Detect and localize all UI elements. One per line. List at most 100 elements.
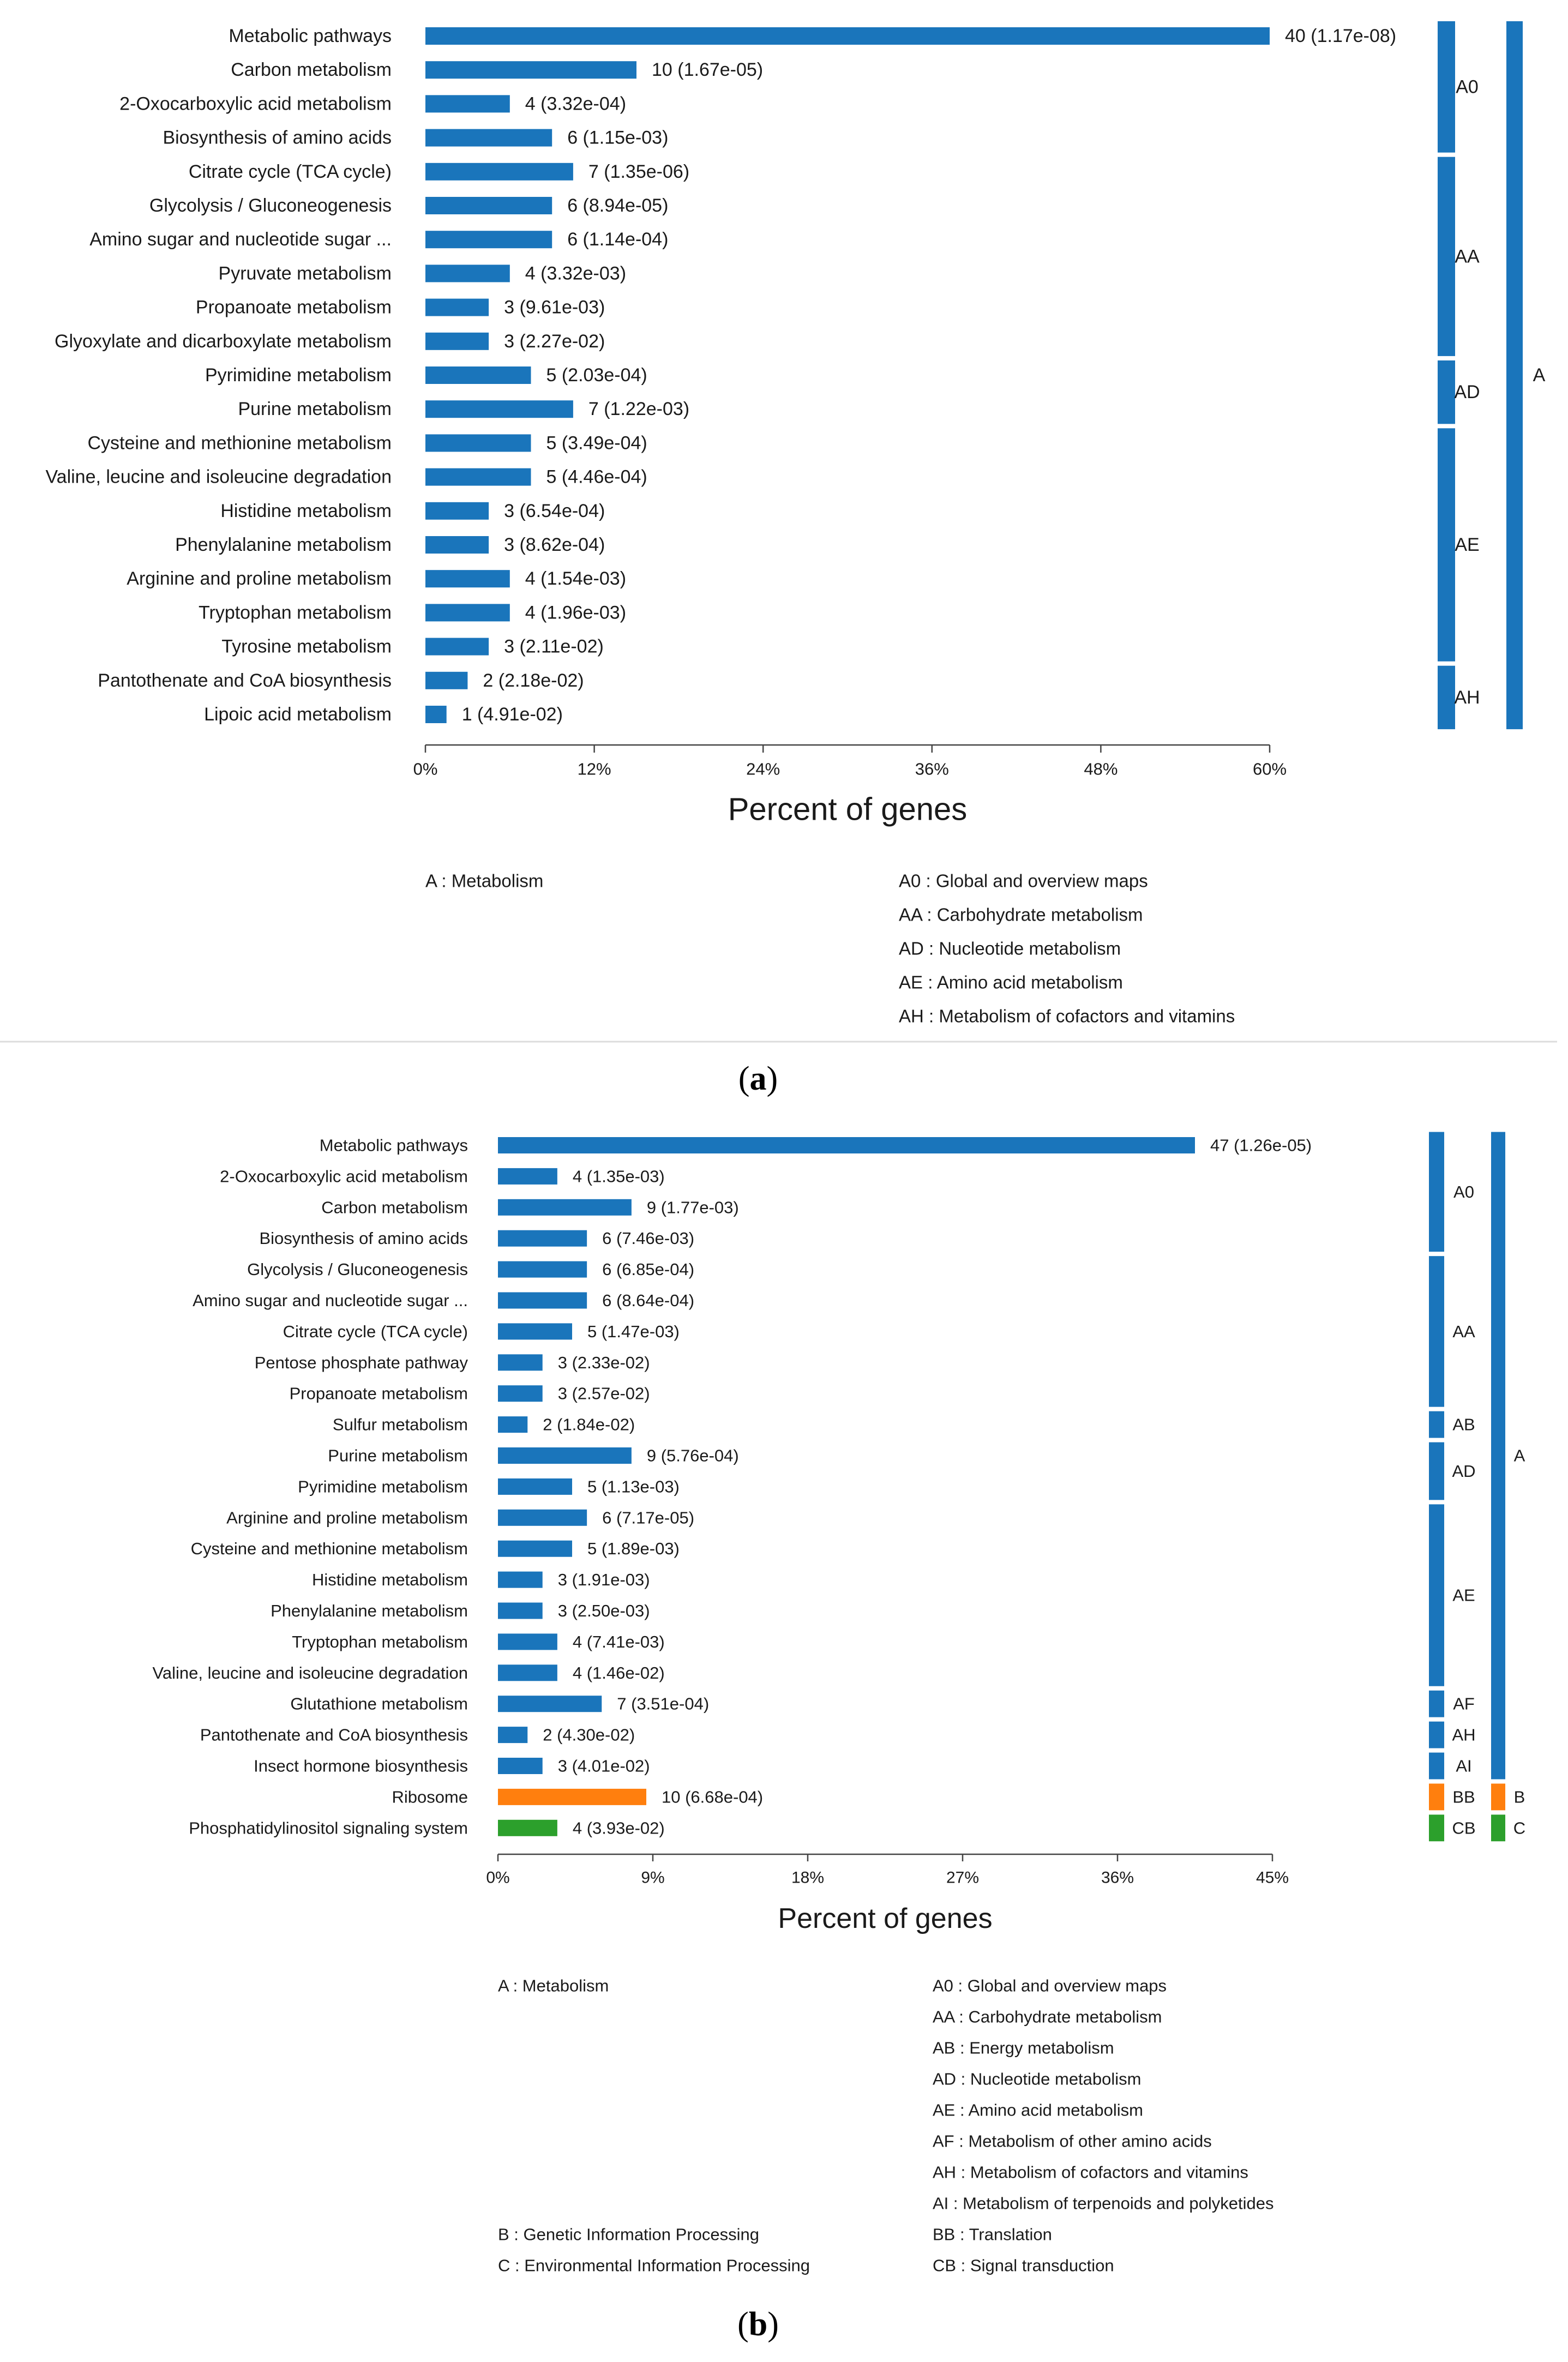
bar — [498, 1758, 543, 1774]
subcategory-bar — [1429, 1783, 1444, 1811]
legend-subcategory-entry: CB : Signal transduction — [933, 2256, 1114, 2275]
legend-subcategory-entry: AD : Nucleotide metabolism — [899, 939, 1121, 959]
bar-value-label: 7 (3.51e-04) — [617, 1694, 709, 1714]
category-label: Amino sugar and nucleotide sugar ... — [89, 229, 392, 250]
legend-subcategory-entry: A0 : Global and overview maps — [899, 871, 1148, 891]
category-label: Glycolysis / Gluconeogenesis — [247, 1260, 468, 1279]
subcategory-bar — [1438, 665, 1455, 730]
bar-value-label: 7 (1.22e-03) — [588, 399, 689, 419]
bar-value-label: 6 (1.14e-04) — [567, 229, 668, 250]
bar — [425, 298, 489, 316]
x-tick-label: 0% — [486, 1869, 509, 1887]
bar-value-label: 6 (8.94e-05) — [567, 195, 668, 216]
category-label: Pentose phosphate pathway — [255, 1353, 468, 1372]
subcategory-bar — [1429, 1256, 1444, 1407]
bar — [425, 570, 510, 588]
bar — [425, 536, 489, 554]
bar-value-label: 3 (6.54e-04) — [504, 501, 605, 521]
category-label: Metabolic pathways — [229, 26, 392, 46]
bar-value-label: 6 (7.46e-03) — [602, 1229, 694, 1248]
bar-value-label: 3 (2.11e-02) — [504, 636, 604, 657]
bar — [498, 1696, 602, 1712]
bar — [498, 1540, 573, 1557]
subcategory-bar — [1429, 1442, 1444, 1500]
bar — [498, 1727, 528, 1744]
category-label: Biosynthesis of amino acids — [259, 1229, 468, 1248]
category-label: Pantothenate and CoA biosynthesis — [200, 1726, 468, 1745]
bar-value-label: 3 (2.57e-02) — [558, 1384, 650, 1403]
bar — [498, 1788, 647, 1805]
category-label: Phenylalanine metabolism — [175, 534, 392, 555]
bar-value-label: 6 (1.15e-03) — [567, 128, 668, 148]
bar-value-label: 4 (1.35e-03) — [573, 1167, 665, 1186]
panel-label: (a) — [738, 1060, 778, 1097]
bar-value-label: 40 (1.17e-08) — [1285, 26, 1396, 46]
subcategory-code: A0 — [1456, 76, 1479, 97]
subcategory-code: BB — [1452, 1787, 1475, 1806]
x-tick-label: 36% — [1101, 1869, 1134, 1887]
bar — [425, 129, 552, 147]
bar-value-label: 4 (1.96e-03) — [525, 602, 626, 623]
category-label: Pantothenate and CoA biosynthesis — [98, 670, 392, 691]
x-tick-label: 48% — [1084, 760, 1118, 779]
subcategory-code: AD — [1454, 382, 1480, 402]
category-label: Glutathione metabolism — [290, 1694, 468, 1714]
bar — [425, 265, 510, 283]
bar-value-label: 4 (3.93e-02) — [573, 1818, 665, 1837]
bar-value-label: 5 (1.89e-03) — [587, 1539, 680, 1558]
category-label: Citrate cycle (TCA cycle) — [283, 1322, 468, 1341]
bar — [425, 706, 447, 723]
bar-value-label: 9 (1.77e-03) — [647, 1198, 739, 1217]
bar — [498, 1664, 557, 1681]
legend-subcategory-entry: AE : Amino acid metabolism — [933, 2101, 1143, 2120]
subcategory-code: AA — [1452, 1322, 1475, 1341]
legend-subcategory-entry: AE : Amino acid metabolism — [899, 972, 1123, 993]
bar — [498, 1509, 587, 1526]
bar — [425, 604, 510, 622]
bar-value-label: 5 (1.47e-03) — [587, 1322, 680, 1341]
category-label: Cysteine and methionine metabolism — [191, 1539, 468, 1558]
bar-value-label: 6 (8.64e-04) — [602, 1291, 694, 1310]
category-label: Metabolic pathways — [320, 1136, 468, 1155]
subcategory-code: AF — [1453, 1694, 1475, 1714]
category-label: Biosynthesis of amino acids — [163, 128, 392, 148]
bar — [425, 671, 468, 689]
bar — [498, 1199, 632, 1216]
category-label: Valine, leucine and isoleucine degradati… — [46, 467, 392, 488]
bar — [425, 197, 552, 214]
subcategory-bar — [1429, 1690, 1444, 1717]
subcategory-bar — [1438, 428, 1455, 662]
legend-subcategory-entry: AB : Energy metabolism — [933, 2039, 1114, 2058]
category-label: Arginine and proline metabolism — [127, 568, 392, 589]
x-tick-label: 18% — [791, 1869, 824, 1887]
x-tick-label: 60% — [1253, 760, 1287, 779]
x-tick-label: 24% — [746, 760, 780, 779]
subcategory-code: CB — [1452, 1818, 1475, 1837]
category-label: Glycolysis / Gluconeogenesis — [149, 195, 392, 216]
x-tick-label: 27% — [946, 1869, 979, 1887]
bar-value-label: 47 (1.26e-05) — [1210, 1136, 1312, 1155]
bar-value-label: 9 (5.76e-04) — [647, 1446, 739, 1465]
category-label: Carbon metabolism — [321, 1198, 468, 1217]
bar — [498, 1323, 573, 1340]
bar-value-label: 10 (1.67e-05) — [652, 59, 763, 80]
subcategory-bar — [1438, 360, 1455, 424]
bar-value-label: 5 (4.46e-04) — [546, 467, 647, 488]
bar-value-label: 3 (2.33e-02) — [558, 1353, 650, 1372]
category-label: Histidine metabolism — [312, 1570, 468, 1589]
category-label: Ribosome — [392, 1787, 468, 1806]
bar-value-label: 5 (2.03e-04) — [546, 365, 647, 386]
bar — [425, 400, 573, 418]
subcategory-code: AE — [1455, 534, 1479, 555]
category-label: Valine, leucine and isoleucine degradati… — [152, 1663, 468, 1682]
subcategory-bar — [1429, 1504, 1444, 1686]
bar — [498, 1571, 543, 1588]
bar-value-label: 2 (2.18e-02) — [483, 670, 584, 691]
legend-subcategory-entry: AI : Metabolism of terpenoids and polyke… — [933, 2194, 1274, 2213]
bar — [498, 1478, 573, 1495]
category-code: B — [1514, 1787, 1525, 1806]
x-tick-label: 45% — [1256, 1869, 1289, 1887]
subcategory-code: A0 — [1453, 1182, 1474, 1201]
bar-value-label: 4 (1.54e-03) — [525, 568, 626, 589]
